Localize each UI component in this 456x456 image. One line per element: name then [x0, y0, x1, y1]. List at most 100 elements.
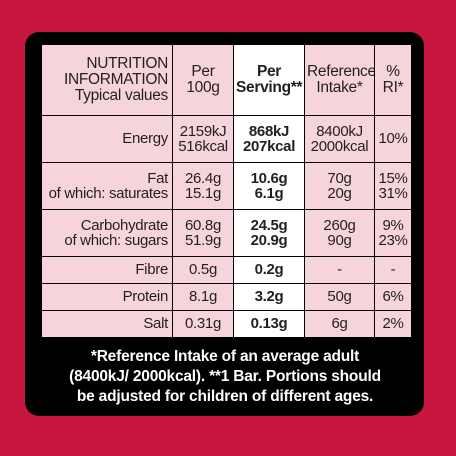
pct-cell: 2% — [374, 310, 412, 338]
pct-cell: 9% 23% — [374, 209, 412, 257]
serving-cell: 0.2g — [233, 256, 305, 284]
value: 6% — [382, 288, 404, 306]
ri-cell: - — [304, 256, 375, 284]
value: - — [337, 261, 342, 279]
pct-cell: 6% — [374, 283, 412, 311]
value: 3.2g — [254, 288, 284, 306]
header-ri-line: Reference — [307, 63, 375, 81]
row-sublabel: of which: saturates — [48, 185, 169, 202]
footnote-line: *Reference Intake of an average adult — [90, 348, 360, 365]
row-protein: Protein 8.1g 3.2g 50g 6% — [41, 283, 412, 311]
row-sublabel: of which: sugars — [64, 232, 168, 249]
value: 70g — [327, 169, 352, 187]
footnote: *Reference Intake of an average adult (8… — [30, 347, 420, 407]
header-row: NUTRITION INFORMATION Typical values Per… — [41, 44, 412, 116]
header-label-cell: NUTRITION INFORMATION Typical values — [41, 44, 173, 116]
row-label: Energy — [122, 130, 168, 148]
value: 868kJ — [248, 122, 290, 140]
header-serving-line: Serving** — [236, 79, 303, 96]
value: 0.5g — [189, 261, 217, 279]
ri-cell: 70g 20g — [304, 162, 375, 210]
footnote-line: be adjusted for children of different ag… — [76, 388, 374, 405]
value: 260g — [323, 216, 356, 234]
value: 20g — [327, 185, 352, 202]
value: 2000kcal — [310, 138, 369, 155]
value: 6.1g — [254, 185, 284, 202]
value: 20.9g — [250, 232, 288, 249]
label-cell: Carbohydrate of which: sugars — [41, 209, 173, 257]
header-label-line: INFORMATION — [63, 70, 168, 88]
row-fat: Fat of which: saturates 26.4g 15.1g 10.6… — [41, 162, 412, 210]
per100-cell: 26.4g 15.1g — [172, 162, 234, 210]
header-label-line: NUTRITION — [86, 54, 168, 72]
row-energy: Energy 2159kJ 516kcal 868kJ 207kcal 8400… — [41, 115, 412, 163]
value: 207kcal — [242, 138, 296, 155]
value: 60.8g — [184, 216, 222, 234]
row-carbohydrate: Carbohydrate of which: sugars 60.8g 51.9… — [41, 209, 412, 257]
per100-cell: 0.31g — [172, 310, 234, 338]
header-label-line: Typical values — [74, 87, 168, 105]
serving-cell: 868kJ 207kcal — [233, 115, 305, 163]
label-cell: Fat of which: saturates — [41, 162, 173, 210]
value: 50g — [327, 288, 352, 306]
row-fibre: Fibre 0.5g 0.2g - - — [41, 256, 412, 284]
per100-cell: 8.1g — [172, 283, 234, 311]
serving-cell: 3.2g — [233, 283, 305, 311]
value: - — [390, 261, 396, 279]
row-salt: Salt 0.31g 0.13g 6g 2% — [41, 310, 412, 338]
row-label: Salt — [143, 315, 168, 333]
value: 31% — [378, 185, 408, 202]
header-pct-line: RI* — [382, 79, 404, 96]
serving-cell: 10.6g 6.1g — [233, 162, 305, 210]
value: 23% — [378, 232, 408, 249]
per100-cell: 2159kJ 516kcal — [172, 115, 234, 163]
header-per100-line: Per — [191, 63, 215, 81]
row-label: Fibre — [135, 261, 168, 279]
value: 0.2g — [254, 261, 284, 279]
header-per100: Per 100g — [172, 44, 234, 116]
value: 0.13g — [250, 315, 288, 333]
value: 15.1g — [184, 185, 222, 202]
footnote-line: (8400kJ/ 2000kcal). **1 Bar. Portions sh… — [69, 368, 381, 385]
nutrition-table: NUTRITION INFORMATION Typical values Per… — [41, 44, 412, 338]
row-label: Fat — [147, 169, 168, 187]
label-cell: Energy — [41, 115, 173, 163]
header-serving-line: Per — [256, 63, 282, 81]
ri-cell: 50g — [304, 283, 375, 311]
pct-cell: - — [374, 256, 412, 284]
value: 10.6g — [250, 169, 288, 187]
value: 8.1g — [189, 288, 217, 306]
value: 26.4g — [184, 169, 222, 187]
value: 8400kJ — [316, 122, 363, 140]
header-ri-line: Intake* — [316, 79, 363, 96]
label-cell: Salt — [41, 310, 173, 338]
value: 9% — [382, 216, 404, 234]
value: 51.9g — [184, 232, 222, 249]
value: 15% — [378, 169, 408, 187]
header-per100-line: 100g — [186, 79, 220, 96]
value: 0.31g — [184, 315, 222, 333]
value: 24.5g — [250, 216, 288, 234]
per100-cell: 60.8g 51.9g — [172, 209, 234, 257]
value: 6g — [331, 315, 348, 333]
value: 516kcal — [178, 138, 228, 155]
ri-cell: 260g 90g — [304, 209, 375, 257]
ri-cell: 8400kJ 2000kcal — [304, 115, 375, 163]
header-ri: Reference Intake* — [304, 44, 375, 116]
pct-cell: 10% — [374, 115, 412, 163]
serving-cell: 24.5g 20.9g — [233, 209, 305, 257]
value: 10% — [378, 130, 408, 148]
header-pct-line: % — [386, 63, 400, 81]
per100-cell: 0.5g — [172, 256, 234, 284]
ri-cell: 6g — [304, 310, 375, 338]
pct-cell: 15% 31% — [374, 162, 412, 210]
header-serving: Per Serving** — [233, 44, 305, 116]
value: 2159kJ — [179, 122, 227, 140]
row-label: Carbohydrate — [80, 216, 169, 234]
value: 90g — [327, 232, 352, 249]
header-pct: % RI* — [374, 44, 412, 116]
label-cell: Protein — [41, 283, 173, 311]
value: 2% — [382, 315, 404, 333]
label-cell: Fibre — [41, 256, 173, 284]
row-label: Protein — [122, 288, 169, 306]
